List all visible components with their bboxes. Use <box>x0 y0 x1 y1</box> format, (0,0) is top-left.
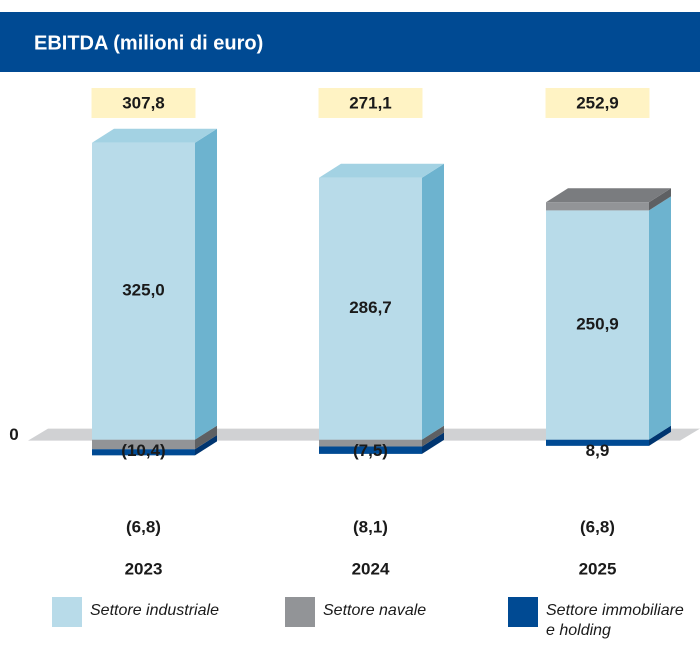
value-label: (6,8) <box>580 517 615 536</box>
title-bar <box>0 12 700 72</box>
total-label: 252,9 <box>576 93 619 112</box>
bar-side <box>195 425 217 450</box>
value-label: (10,4) <box>121 441 165 460</box>
legend-line: e holding <box>546 622 611 639</box>
bar-top <box>92 128 217 143</box>
bar <box>92 439 195 450</box>
bar <box>92 449 195 456</box>
bar <box>319 439 422 447</box>
bar-side <box>649 425 671 446</box>
value-label: 250,9 <box>576 315 619 334</box>
y-tick-label: 0 <box>9 425 18 444</box>
value-label: (6,8) <box>126 517 161 536</box>
legend-swatch <box>508 597 538 627</box>
chart-title: EBITDA (milioni di euro) <box>34 32 263 54</box>
bar-side <box>649 188 671 211</box>
legend-label: Settore industriale <box>90 602 219 619</box>
bar-side <box>422 425 444 447</box>
value-label: 286,7 <box>349 298 392 317</box>
x-tick-label: 2023 <box>125 559 163 578</box>
total-label: 271,1 <box>349 93 392 112</box>
bar-top <box>319 163 444 178</box>
x-tick-label: 2025 <box>579 559 617 578</box>
legend-label: Settore navale <box>323 602 426 619</box>
bar-side <box>422 432 444 454</box>
value-label: 325,0 <box>122 281 165 300</box>
total-box <box>545 88 650 118</box>
bar <box>319 446 422 454</box>
value-label: (8,1) <box>353 517 388 536</box>
legend-line: Settore immobiliare <box>546 602 684 619</box>
legend-label: Settore immobiliare e holding <box>546 602 684 639</box>
total-box <box>318 88 423 118</box>
legend-swatch <box>285 597 315 627</box>
bar <box>319 177 422 440</box>
value-label: 8,9 <box>586 441 610 460</box>
total-box <box>91 88 196 118</box>
bar <box>546 210 649 440</box>
bar <box>92 142 195 440</box>
bar-side <box>649 196 671 440</box>
bar <box>546 202 649 211</box>
bar-side <box>195 435 217 456</box>
total-label: 307,8 <box>122 93 165 112</box>
legend-swatch <box>52 597 82 627</box>
bar <box>546 439 649 446</box>
bar-side <box>422 163 444 440</box>
x-tick-label: 2024 <box>352 559 390 578</box>
bar-top <box>546 188 671 203</box>
bar-side <box>195 128 217 440</box>
value-label: (7,5) <box>353 441 388 460</box>
